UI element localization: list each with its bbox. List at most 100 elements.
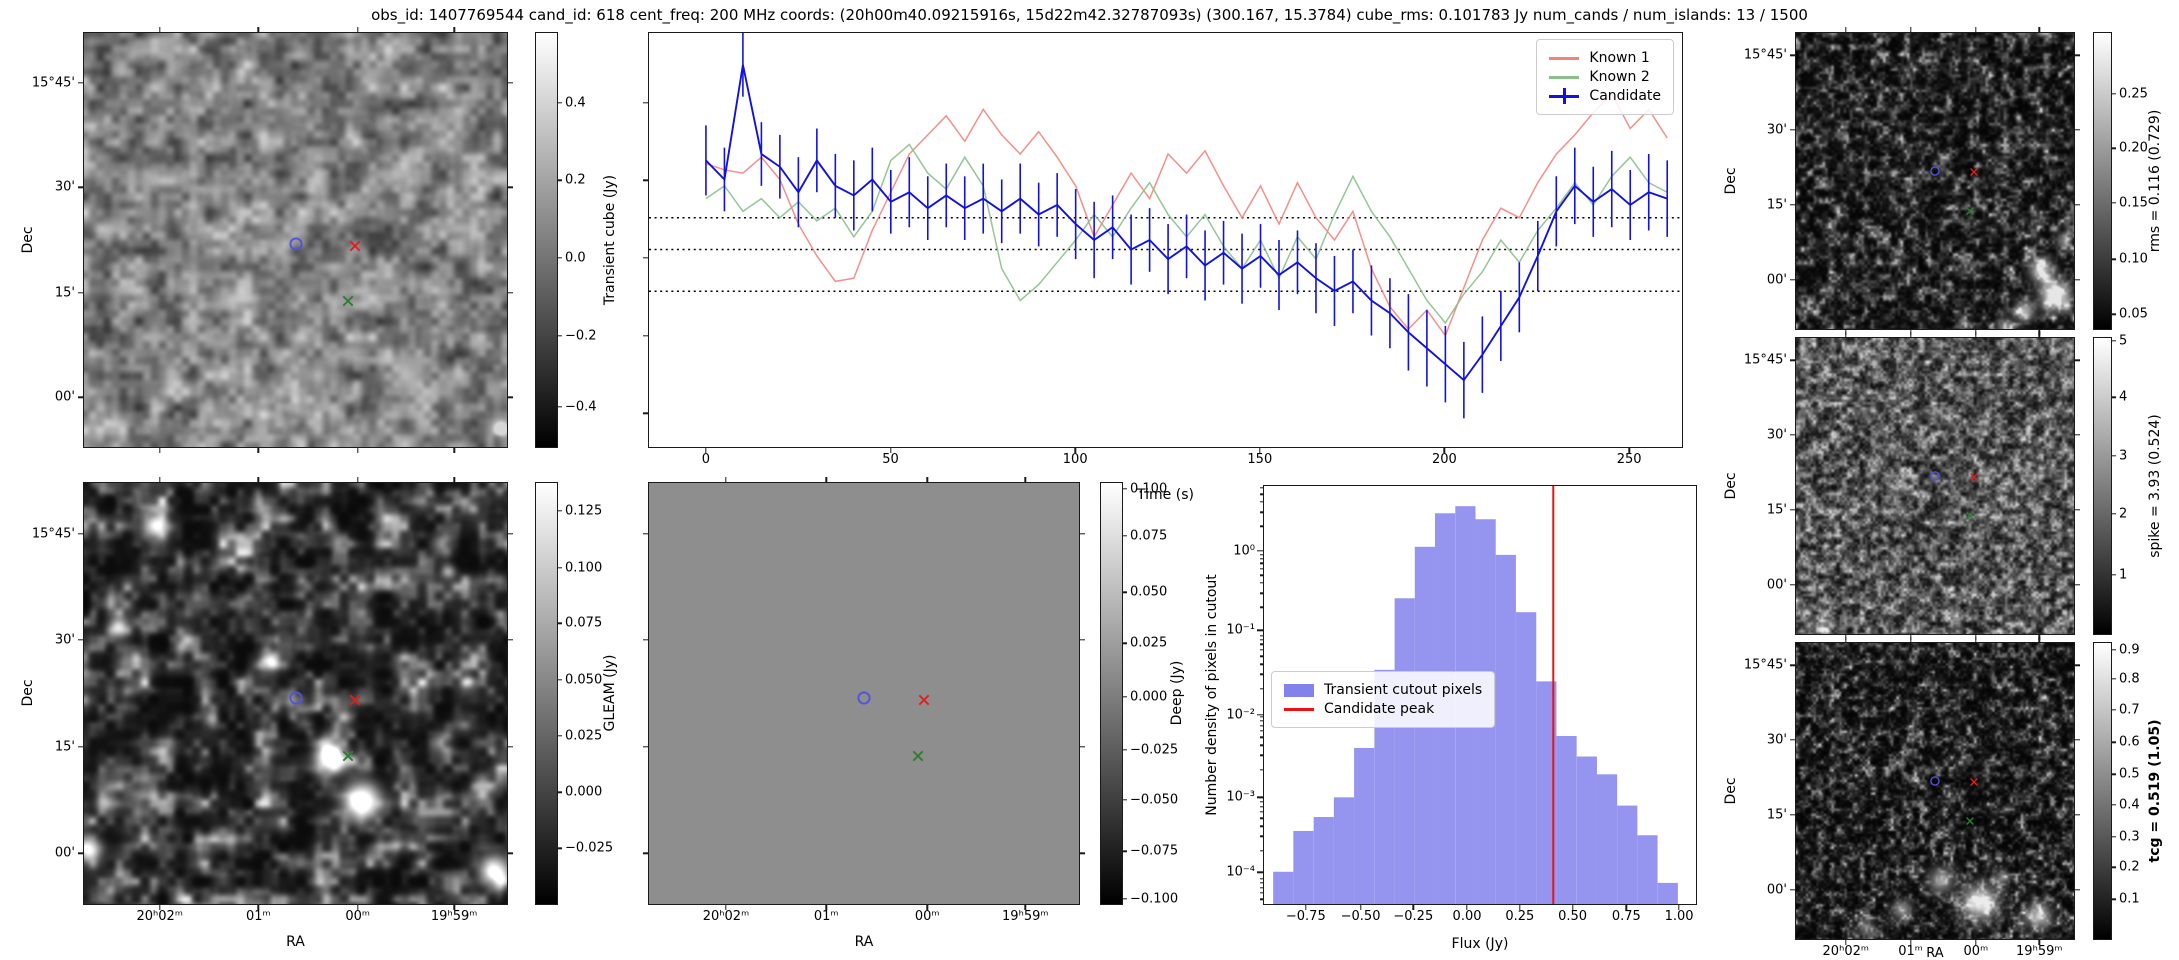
tick-label: 4 bbox=[2119, 389, 2128, 405]
tick-mark bbox=[1790, 434, 1796, 436]
tick-mark bbox=[1260, 634, 1264, 637]
tick-mark bbox=[1260, 835, 1264, 838]
tick-mark bbox=[1260, 724, 1264, 727]
tick-mark bbox=[507, 532, 513, 535]
tick-label: 0.05 bbox=[2119, 306, 2148, 322]
tick-mark bbox=[643, 532, 649, 535]
tick-mark bbox=[1260, 892, 1264, 894]
legend-label: Known 1 bbox=[1589, 50, 1650, 66]
tick-mark bbox=[643, 101, 649, 104]
tick-mark bbox=[557, 679, 562, 681]
tick-label: 50 bbox=[882, 452, 899, 467]
tick-label: 19ʰ59ᵐ bbox=[430, 909, 478, 924]
tick-mark bbox=[1909, 637, 1912, 643]
tick-label: 0.4 bbox=[2119, 797, 2140, 813]
tick-mark bbox=[2074, 359, 2080, 361]
tick-label: 15' bbox=[54, 285, 75, 301]
tick-label: −0.100 bbox=[1130, 891, 1179, 907]
tick-mark bbox=[159, 477, 161, 483]
tick-label: 0.075 bbox=[1130, 528, 1168, 544]
tick-mark bbox=[453, 447, 455, 453]
tick-mark bbox=[2074, 204, 2080, 206]
histogram-bar bbox=[1354, 747, 1375, 904]
tick-mark bbox=[1305, 904, 1307, 910]
tick-mark bbox=[1443, 447, 1446, 453]
tick-mark bbox=[1260, 797, 1264, 799]
tick-mark bbox=[1122, 798, 1127, 801]
tick-label: 00' bbox=[1766, 882, 1787, 898]
tick-mark bbox=[2111, 741, 2116, 744]
tick-mark bbox=[557, 847, 562, 850]
candidate-marker-icon bbox=[288, 237, 303, 252]
tick-label: 250 bbox=[1616, 452, 1642, 467]
tick-label: 3 bbox=[2119, 448, 2128, 464]
candidate-marker-icon bbox=[1930, 165, 1941, 176]
tick-mark bbox=[643, 412, 649, 415]
tick-label: 15' bbox=[1766, 502, 1787, 518]
tick-label: 01ᵐ bbox=[1898, 944, 1923, 959]
tick-mark bbox=[1845, 332, 1847, 338]
tick-mark bbox=[643, 257, 649, 259]
tick-mark bbox=[1909, 332, 1912, 338]
tick-mark bbox=[557, 734, 562, 737]
known1-marker-icon bbox=[917, 692, 932, 707]
tick-mark bbox=[557, 179, 562, 182]
tick-label: 15' bbox=[1766, 197, 1787, 213]
tick-mark bbox=[557, 791, 562, 794]
tick-label: 01ᵐ bbox=[813, 909, 839, 924]
tick-label: 0.10 bbox=[2119, 251, 2148, 267]
spike-cutout-panel: 15°45' 30' 15' 00' bbox=[1744, 332, 2080, 640]
tick-mark bbox=[825, 904, 827, 910]
tick-mark bbox=[2074, 814, 2080, 816]
tick-mark bbox=[1260, 898, 1264, 901]
histogram-bar bbox=[1273, 871, 1294, 904]
tick-mark bbox=[2111, 649, 2116, 651]
tick-mark bbox=[557, 406, 562, 408]
tick-label: 00' bbox=[1766, 272, 1787, 288]
tick-mark bbox=[1790, 129, 1796, 131]
tick-mark bbox=[78, 396, 84, 399]
tick-mark bbox=[1079, 852, 1085, 855]
tick-mark bbox=[1359, 904, 1362, 910]
tick-mark bbox=[1260, 805, 1264, 808]
time-axis-label: Time (s) bbox=[1137, 487, 1194, 503]
tick-mark bbox=[1790, 204, 1796, 206]
tick-mark bbox=[1790, 814, 1796, 816]
tick-mark bbox=[1260, 655, 1264, 657]
tick-mark bbox=[2111, 147, 2116, 149]
known1-marker-icon bbox=[1968, 472, 1979, 483]
tick-mark bbox=[1260, 687, 1264, 690]
tick-label: 19ʰ59ᵐ bbox=[1002, 909, 1049, 924]
tick-mark bbox=[1122, 850, 1127, 853]
rms-colorbar-label: rms = 0.116 (0.729) bbox=[2147, 109, 2163, 253]
tick-mark bbox=[507, 396, 513, 399]
tick-label: 0.75 bbox=[1611, 909, 1641, 924]
tick-label: −0.050 bbox=[1130, 792, 1179, 808]
gleam-cutout-panel: 15°45' 30' 15' 00' 20ʰ02ᵐ 01ᵐ 00ᵐ 19ʰ59ᵐ bbox=[32, 477, 513, 923]
spike-colorbar: 5 4 3 2 1 bbox=[2093, 334, 2127, 635]
tick-mark bbox=[1260, 886, 1264, 889]
tick-mark bbox=[159, 27, 161, 33]
tick-mark bbox=[356, 477, 359, 483]
tick-mark bbox=[2111, 455, 2116, 457]
tick-label: 01ᵐ bbox=[245, 909, 271, 924]
tick-mark bbox=[78, 852, 84, 855]
tick-mark bbox=[1122, 642, 1127, 645]
tick-mark bbox=[2111, 773, 2116, 775]
tick-label: 0.4 bbox=[565, 95, 586, 111]
known2-marker-icon bbox=[1964, 511, 1975, 522]
tick-mark bbox=[1466, 904, 1468, 910]
tick-label: 15°45' bbox=[1743, 352, 1787, 368]
tick-mark bbox=[1260, 501, 1264, 503]
tick-mark bbox=[1260, 673, 1264, 675]
tick-mark bbox=[1628, 447, 1630, 453]
tick-mark bbox=[1975, 637, 1977, 643]
tick-label: 10⁻¹ bbox=[1226, 622, 1255, 638]
tick-mark bbox=[1412, 904, 1414, 910]
legend-item-known2: Known 2 bbox=[1549, 69, 1661, 85]
tick-mark bbox=[1024, 904, 1026, 910]
tick-mark bbox=[643, 746, 649, 748]
tick-mark bbox=[159, 447, 161, 453]
tick-mark bbox=[2074, 584, 2080, 586]
known2-marker-icon bbox=[341, 294, 356, 309]
